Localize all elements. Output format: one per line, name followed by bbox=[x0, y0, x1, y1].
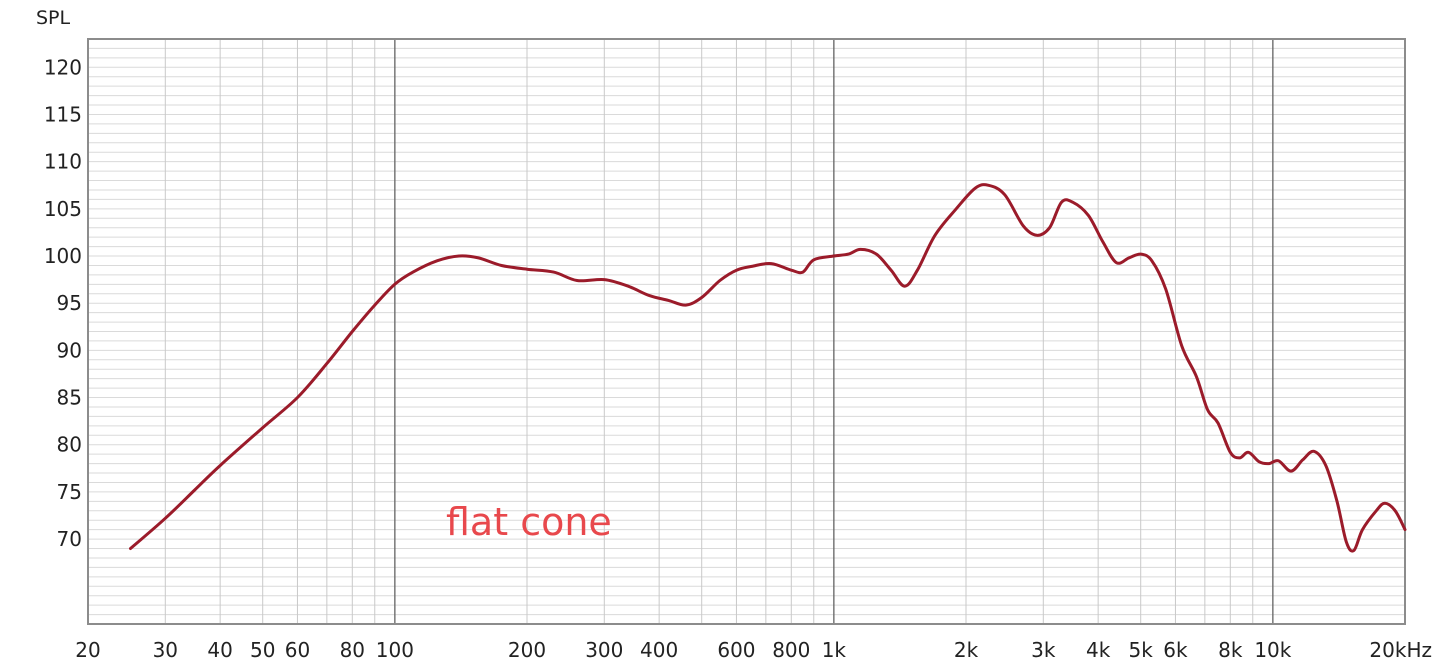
x-tick-labels: 20 30 40 50 60 80 100 200 300 400 600 800 1k 2k 3k 4k 5k… bbox=[75, 638, 1432, 662]
major-gridlines bbox=[394, 39, 1274, 624]
plot-frame bbox=[87, 38, 1406, 625]
x-tick-label: 5k bbox=[1129, 638, 1154, 662]
y-tick-label: 75 bbox=[57, 480, 82, 504]
y-tick-label: 70 bbox=[57, 527, 82, 551]
x-tick-label: 1k bbox=[822, 638, 847, 662]
x-tick-label: 50 bbox=[250, 638, 275, 662]
spl-curve bbox=[129, 183, 1407, 553]
y-axis-title: SPL bbox=[36, 7, 71, 29]
x-tick-label: 80 bbox=[340, 638, 365, 662]
x-tick-label: 10k bbox=[1254, 638, 1291, 662]
x-tick-label: 6k bbox=[1163, 638, 1188, 662]
x-tick-label: 100 bbox=[376, 638, 414, 662]
y-tick-label: 110 bbox=[44, 150, 82, 174]
x-tick-label: 30 bbox=[153, 638, 178, 662]
y-tick-label: 95 bbox=[57, 291, 82, 315]
y-tick-label: 80 bbox=[57, 433, 82, 457]
x-tick-label: 40 bbox=[207, 638, 232, 662]
x-tick-label: 2k bbox=[954, 638, 979, 662]
x-tick-label: 20kHz bbox=[1369, 638, 1432, 662]
y-tick-label: 85 bbox=[57, 386, 82, 410]
x-tick-label: 400 bbox=[640, 638, 678, 662]
x-tick-label: 800 bbox=[772, 638, 810, 662]
y-tick-label: 100 bbox=[44, 244, 82, 268]
y-tick-label: 120 bbox=[44, 55, 82, 79]
y-tick-label: 90 bbox=[57, 338, 82, 362]
x-tick-label: 300 bbox=[585, 638, 623, 662]
x-tick-label: 60 bbox=[285, 638, 310, 662]
x-tick-label: 3k bbox=[1031, 638, 1056, 662]
x-tick-label: 8k bbox=[1218, 638, 1243, 662]
x-tick-label: 20 bbox=[75, 638, 100, 662]
y-tick-label: 105 bbox=[44, 197, 82, 221]
y-tick-labels: 70 75 80 85 90 95 100 105 110 115 120 bbox=[44, 55, 82, 551]
x-tick-label: 600 bbox=[717, 638, 755, 662]
curve-annotation: flat cone bbox=[446, 500, 612, 544]
x-tick-label: 200 bbox=[508, 638, 546, 662]
x-tick-label: 4k bbox=[1086, 638, 1111, 662]
y-tick-label: 115 bbox=[44, 102, 82, 126]
minor-gridlines bbox=[87, 38, 1406, 625]
